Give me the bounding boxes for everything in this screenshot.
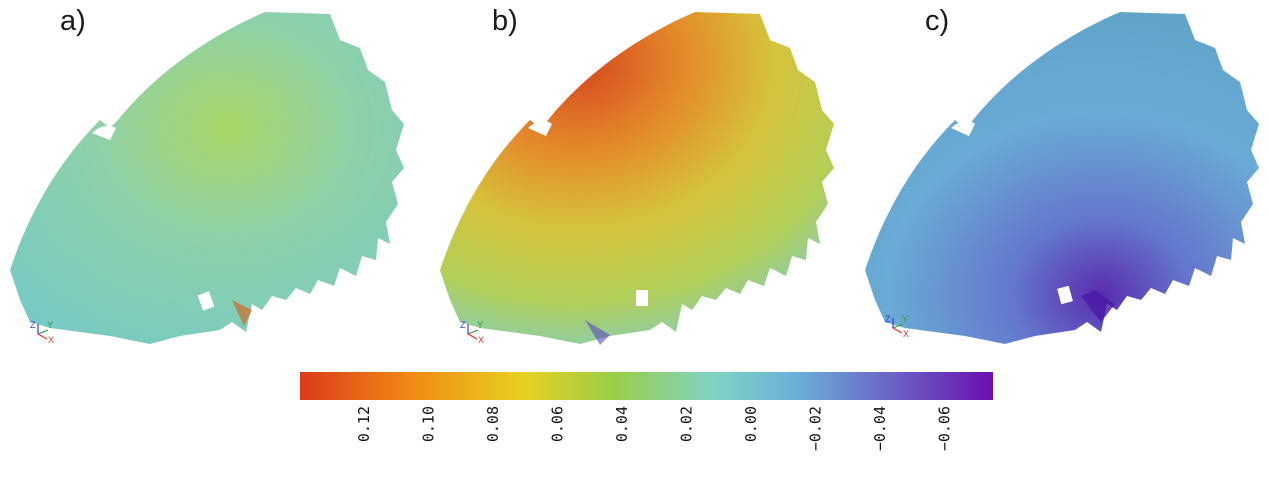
colorbar-tick-label: 0.00 [742,406,760,442]
colorbar-tick-label: 0.12 [355,406,373,442]
hole-marker-b [636,290,648,306]
panel-label-a: a) [60,5,86,37]
notch-b [528,120,552,136]
axis-triad-b: Z Y X [460,320,484,345]
panel-b: b) Z Y X [440,5,834,345]
hole-marker-a [197,291,215,311]
colorbar-tick-label: 0.02 [678,406,696,442]
axis-z-label: Z [30,320,36,330]
colorbar-tick-label: 0.06 [549,406,567,442]
axis-triad-c: Z Y X [885,314,909,339]
coldspot-c [1081,290,1115,322]
axis-y-label: Y [477,320,483,330]
colorbar-gradient [300,372,993,400]
colorbar-tick-label: 0.08 [484,406,502,442]
hotspot-a [232,300,252,326]
colorbar-tick-label: 0.10 [420,406,438,442]
axis-z-label: Z [460,320,466,330]
panel-c: c) Z Y X [865,5,1259,344]
colorbar-ticks: 0.12 0.10 0.08 0.06 0.04 0.02 0.00 −0.02 −0.04 −0… [355,406,954,451]
axis-z-label: Z [885,314,891,324]
coldspot-b [585,320,610,345]
panel-label-b: b) [492,5,518,37]
panel-label-c: c) [925,5,949,37]
panel-a: a) Z Y X [10,5,404,345]
axis-x-label: X [478,335,484,345]
notch-c [951,120,975,136]
colorbar-tick-label: 0.04 [613,406,631,442]
axis-triad-a: Z Y X [30,320,54,345]
axis-x-label: X [903,329,909,339]
colorbar: 0.12 0.10 0.08 0.06 0.04 0.02 0.00 −0.02 −0.04 −0… [300,372,993,451]
axis-y-label: Y [902,314,908,324]
colorbar-tick-label: −0.04 [871,406,889,451]
colorbar-tick-label: −0.02 [807,406,825,451]
hole-marker-c [1057,285,1073,305]
axis-y-label: Y [47,320,53,330]
axis-x-label: X [48,335,54,345]
notch-a [92,125,116,140]
colorbar-tick-label: −0.06 [936,406,954,451]
